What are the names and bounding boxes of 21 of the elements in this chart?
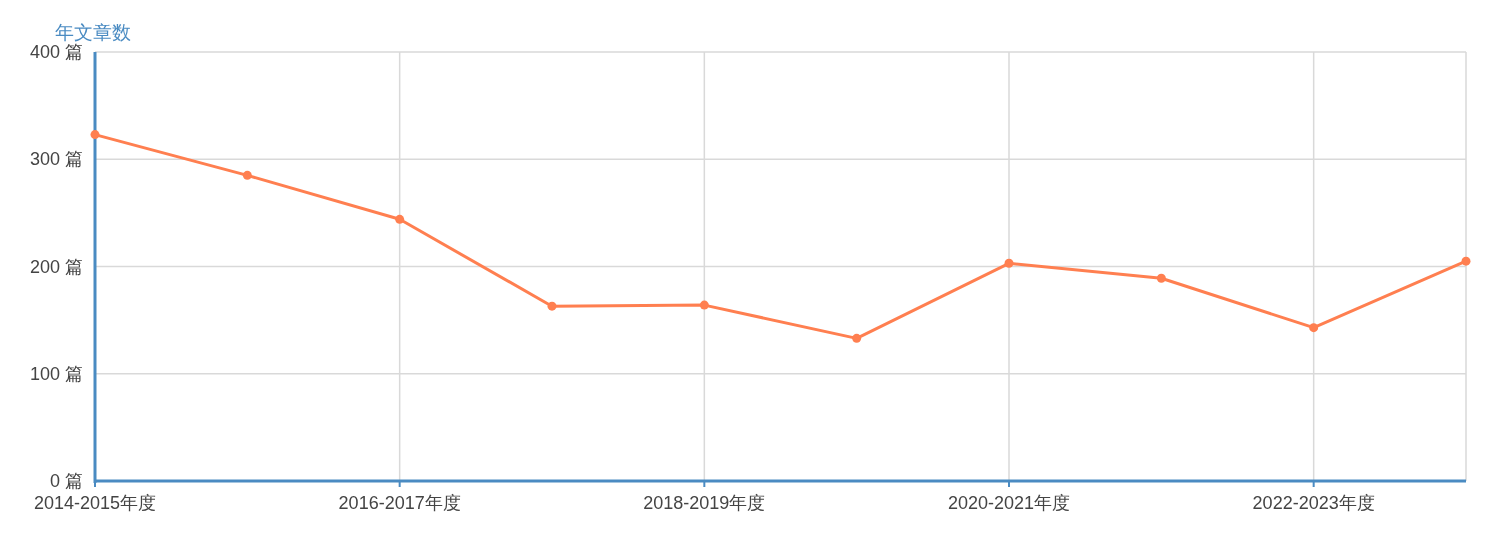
point — [699, 300, 709, 310]
point — [1004, 258, 1014, 268]
point — [1309, 323, 1319, 333]
point — [242, 170, 252, 180]
y-axis-title: 年文章数 — [55, 22, 131, 43]
x-tick-label: 2022-2023年度 — [1252, 493, 1375, 513]
y-tick-label: 300 篇 — [29, 149, 83, 170]
y-tick-label: 100 篇 — [29, 363, 83, 384]
x-tick-label: 2016-2017年度 — [338, 493, 461, 513]
y-tick-label: 0 篇 — [49, 471, 83, 491]
point — [547, 301, 557, 311]
point — [90, 130, 100, 140]
point — [852, 333, 862, 343]
x-tick-label: 2018-2019年度 — [643, 493, 766, 513]
x-tick-label: 2014-2015年度 — [33, 493, 157, 513]
point — [1156, 273, 1166, 283]
x-tick-label: 2020-2021年度 — [947, 493, 1071, 513]
point — [395, 214, 405, 224]
point — [1461, 256, 1471, 266]
y-tick-label: 200 篇 — [29, 256, 83, 277]
y-tick-label: 400 篇 — [29, 42, 83, 62]
